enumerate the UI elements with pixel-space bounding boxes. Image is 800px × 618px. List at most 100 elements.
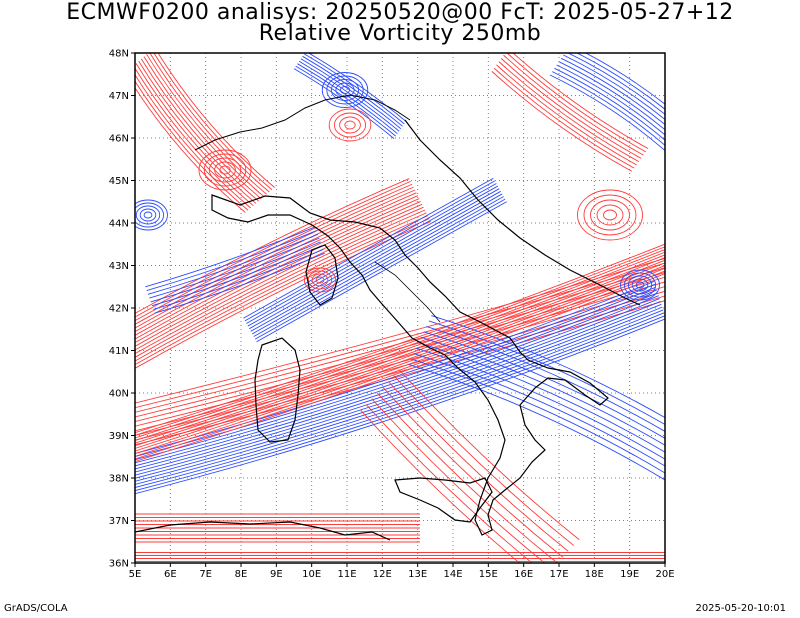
contour-ring [603, 209, 617, 221]
contour-line [135, 63, 257, 204]
contour-line [140, 58, 262, 200]
contour-line [153, 53, 273, 191]
lon-tick-label: 9E [270, 569, 283, 580]
contour-ring [333, 112, 367, 138]
contour-line [298, 60, 400, 132]
vorticity-contours [135, 53, 665, 563]
contour-line [135, 186, 414, 325]
contour-line [135, 309, 664, 485]
contour-line [157, 53, 275, 188]
contour-line [295, 65, 396, 137]
contour-line [293, 68, 395, 139]
contour-line [302, 55, 403, 127]
contour-line [143, 56, 265, 197]
contour-line [549, 74, 665, 152]
chart-title-line-2: Relative Vorticity 250mb [258, 21, 542, 46]
contour-line [135, 281, 665, 427]
lat-tick-label: 40N [109, 389, 129, 400]
contour-line [387, 380, 569, 552]
render-timestamp: 2025-05-20-10:01 [695, 603, 786, 614]
contour-line [256, 201, 507, 343]
contour-ring [135, 202, 165, 228]
lat-tick-label: 46N [109, 134, 129, 145]
contour-line [135, 74, 251, 209]
contour-line [135, 257, 665, 447]
contour-line [376, 392, 558, 563]
lon-tick-label: 12E [373, 569, 392, 580]
contour-line [135, 86, 246, 213]
contour-line [554, 67, 665, 141]
contour-line [150, 241, 321, 303]
contour-line [135, 183, 413, 322]
lat-tick-label: 41N [109, 346, 129, 357]
contour-line [135, 286, 656, 461]
contour-line [135, 290, 665, 436]
coastlines-and-borders [135, 94, 641, 541]
lon-tick-label: 7E [199, 569, 212, 580]
contour-line [512, 53, 649, 150]
contour-line [149, 53, 270, 193]
contour-line [135, 215, 429, 362]
lat-tick-label: 47N [109, 91, 129, 102]
contour-line [151, 245, 323, 307]
contour-line [135, 218, 430, 366]
contour-line [371, 398, 546, 563]
lon-tick-label: 20E [655, 569, 674, 580]
contour-ring [590, 199, 630, 231]
software-credit: GrADS/COLA [4, 603, 68, 614]
lon-tick-label: 6E [164, 569, 177, 580]
lat-tick-label: 38N [109, 474, 129, 485]
contour-line [307, 53, 407, 122]
contour-line [246, 183, 497, 324]
contour-line [146, 54, 267, 195]
contour-ring [344, 120, 356, 130]
contour-ring [340, 86, 351, 94]
contour-line [135, 259, 665, 449]
contour-line [149, 237, 320, 299]
contour-line [135, 265, 665, 455]
contour-ring [339, 116, 361, 134]
contour-line [243, 177, 494, 319]
contour-line [253, 196, 504, 337]
sicily-coastline [394, 477, 493, 523]
contour-line [135, 312, 665, 488]
latitude-axis-labels: 48N 47N 46N 45N 44N 43N 42N 41N 40N 39N 38N 37N 36N [109, 49, 135, 570]
contour-line [500, 58, 642, 159]
contour-line [249, 188, 500, 330]
contour-ring [620, 269, 660, 301]
contour-line [413, 353, 665, 467]
contour-ring [143, 211, 153, 219]
contour-line [558, 61, 665, 131]
contour-ring [135, 199, 168, 231]
lon-tick-label: 17E [549, 569, 568, 580]
contour-line [556, 64, 665, 136]
contour-line [584, 53, 665, 105]
contour-line [498, 61, 640, 163]
contour-line [416, 347, 665, 460]
contour-line [567, 53, 665, 115]
lon-tick-label: 18E [585, 569, 604, 580]
contour-ring [303, 267, 337, 293]
contour-ring [311, 273, 329, 287]
contour-ring [321, 72, 369, 108]
contour-line [552, 71, 665, 146]
contour-line [135, 206, 424, 351]
contour-ring [203, 153, 247, 187]
contour-line [491, 71, 633, 172]
lon-tick-label: 16E [514, 569, 533, 580]
contour-ring [307, 270, 333, 290]
contour-line [145, 226, 316, 288]
contour-line [135, 271, 665, 418]
contour-line [135, 306, 663, 482]
contour-line [135, 273, 665, 463]
longitude-axis-labels: 5E 6E 7E 8E 9E 10E 11E 12E 13E 14E 15E 16E 17E 18E 19E… [129, 563, 675, 580]
contour-line [135, 251, 665, 442]
contour-line [135, 246, 665, 436]
contour-ring [335, 82, 355, 98]
lat-tick-label: 48N [109, 49, 129, 60]
contour-ring [635, 281, 645, 289]
contour-line [135, 262, 665, 452]
contour-ring [198, 149, 252, 191]
lon-tick-label: 19E [620, 569, 639, 580]
